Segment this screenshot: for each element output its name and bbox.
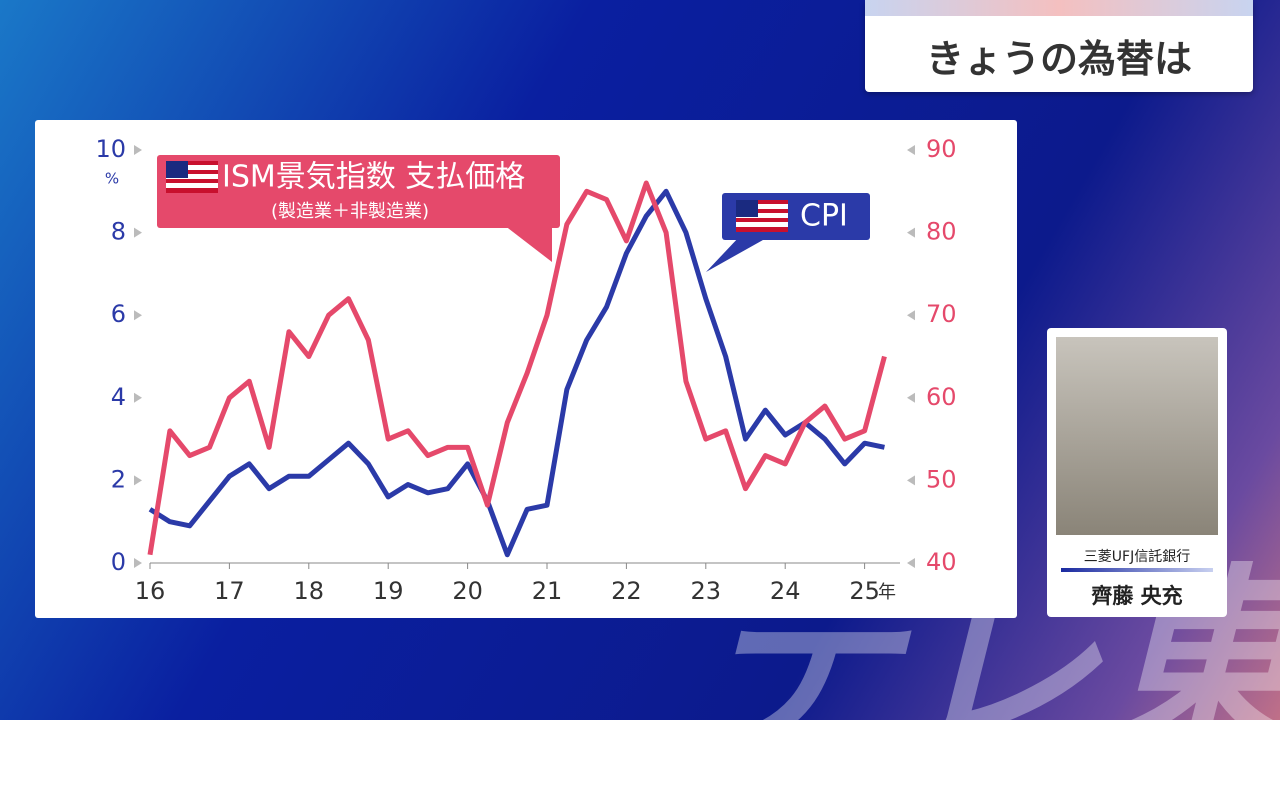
y2-tick-mark xyxy=(907,310,915,321)
ism-label-box xyxy=(157,155,560,228)
title-bar xyxy=(865,0,1253,16)
y2-tick-label: 90 xyxy=(926,135,957,163)
y-tick-mark xyxy=(134,310,142,321)
y2-tick-mark xyxy=(907,558,915,568)
y-tick-label: 0 xyxy=(111,548,126,576)
y-tick-label: 4 xyxy=(111,383,126,411)
x-tick-label: 25 xyxy=(849,577,880,605)
x-tick-label: 22 xyxy=(611,577,642,605)
x-tick-label: 24 xyxy=(770,577,801,605)
y-tick-mark xyxy=(134,475,142,486)
divider xyxy=(1061,568,1213,572)
y2-tick-mark xyxy=(907,392,915,403)
y-unit: % xyxy=(105,170,119,188)
y-tick-label: 6 xyxy=(111,300,126,328)
title: きょうの為替は xyxy=(925,37,1192,81)
y-tick-mark xyxy=(134,392,142,403)
y2-tick-label: 70 xyxy=(926,300,957,328)
guest-affiliation: 三菱UFJ信託銀行 xyxy=(1083,549,1191,565)
chart: ISM景気指数 支払価格 (製造業＋非製造業) CPI % 年 02468104… xyxy=(95,135,957,605)
callout-pointer xyxy=(706,236,770,272)
us-flag xyxy=(166,161,218,193)
y-tick-label: 2 xyxy=(111,465,126,493)
cpi-label: CPI xyxy=(800,199,848,234)
y2-tick-label: 40 xyxy=(926,548,957,576)
guest-photo xyxy=(1056,337,1218,535)
series-line xyxy=(147,180,887,556)
ism-sublabel: (製造業＋非製造業) xyxy=(271,201,429,222)
title-box: きょうの為替は xyxy=(865,0,1253,92)
y2-tick-label: 50 xyxy=(926,465,957,493)
y-tick-label: 8 xyxy=(111,218,126,246)
x-tick-label: 19 xyxy=(373,577,404,605)
y2-tick-mark xyxy=(907,227,915,238)
x-tick-label: 16 xyxy=(135,577,166,605)
y-tick-mark xyxy=(134,227,142,238)
x-tick-label: 17 xyxy=(214,577,245,605)
y2-tick-label: 80 xyxy=(926,218,957,246)
x-unit: 年 xyxy=(878,582,896,603)
y-tick-mark xyxy=(134,145,142,155)
series-line xyxy=(148,188,885,558)
ism-label: ISM景気指数 支払価格 xyxy=(222,160,525,195)
x-tick-label: 20 xyxy=(452,577,483,605)
x-tick-label: 23 xyxy=(691,577,722,605)
y-tick-label: 10 xyxy=(95,135,126,163)
y2-tick-mark xyxy=(907,145,915,155)
page: {"header":{"title":"きょうの為替は"}, "chart_da… xyxy=(0,0,1280,720)
us-flag xyxy=(736,200,788,232)
y2-tick-label: 60 xyxy=(926,383,957,411)
y-tick-mark xyxy=(134,558,142,568)
x-tick-label: 18 xyxy=(294,577,325,605)
callout-pointer xyxy=(500,222,552,262)
guest-card: 三菱UFJ信託銀行 齊藤 央充 xyxy=(1047,328,1227,617)
guest-name: 齊藤 央充 xyxy=(1091,584,1183,608)
x-tick-label: 21 xyxy=(532,577,563,605)
y2-tick-mark xyxy=(907,475,915,486)
